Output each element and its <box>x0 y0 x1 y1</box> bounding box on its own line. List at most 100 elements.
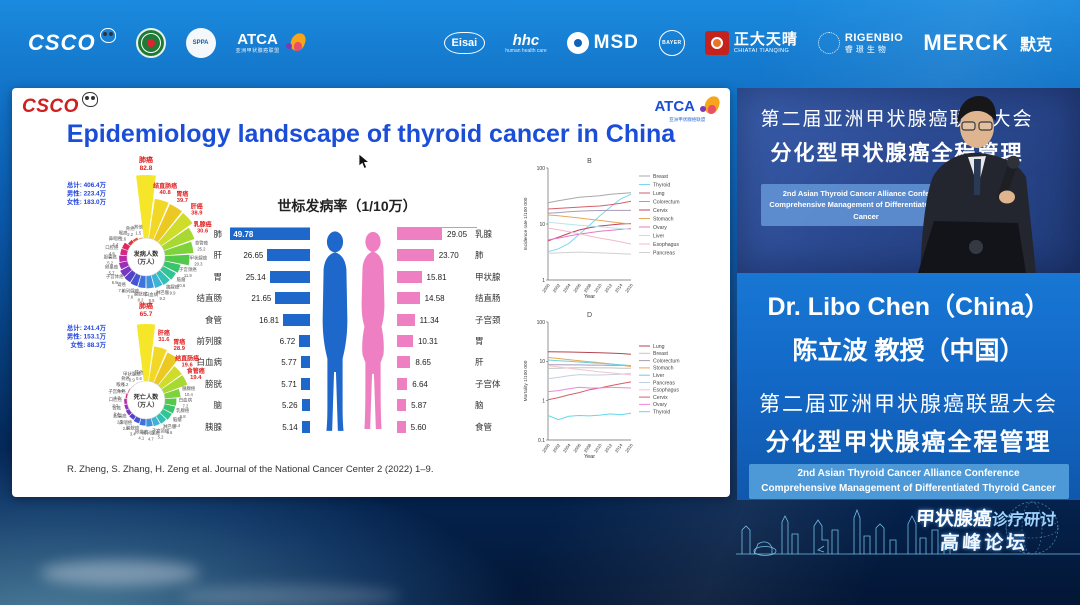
svg-text:82.8: 82.8 <box>140 165 153 172</box>
svg-text:口腔癌: 口腔癌 <box>105 244 119 251</box>
svg-text:6.8: 6.8 <box>180 414 186 419</box>
svg-text:口腔癌: 口腔癌 <box>109 396 123 403</box>
svg-text:结直肠癌: 结直肠癌 <box>153 182 177 190</box>
svg-text:Colorectum: Colorectum <box>653 358 680 364</box>
chiatai-logo-subtext: CHIATAI TIANQING <box>733 47 790 54</box>
chiatai-logo-text: 正大天晴 <box>733 30 798 48</box>
hair <box>957 96 997 123</box>
forum-line1: 甲状腺癌诊疗研讨 <box>890 508 1080 532</box>
male-bar-label: 肺 <box>213 229 222 239</box>
svg-text:淋巴瘤: 淋巴瘤 <box>156 289 170 296</box>
slide-title: Epidemiology landscape of thyroid cancer… <box>66 120 676 148</box>
trend-line-cervix <box>547 381 632 401</box>
svg-text:39.7: 39.7 <box>177 198 188 204</box>
svg-text:Esophagus: Esophagus <box>653 242 679 248</box>
top-logo-bar: CSCO SPPA ATCA 亚洲甲状腺癌联盟 Eisai hhc human h… <box>0 0 1080 86</box>
csco-logo-text: CSCO <box>28 30 96 55</box>
atca-logo-text: ATCA <box>237 31 278 48</box>
female-bar-value: 14.58 <box>424 294 445 304</box>
svg-text:20.3: 20.3 <box>194 262 203 267</box>
speaker-video-feed: 第二届亚洲甲状腺癌联盟大会 分化型甲状腺癌全程管理 2nd Asian Thyr… <box>737 88 1080 273</box>
merck-logo-subtext: 默克 <box>1019 37 1052 54</box>
trend-line-lung <box>547 351 632 355</box>
svg-text:Cervix: Cervix <box>653 208 668 214</box>
male-bar-label: 肝 <box>213 250 222 261</box>
svg-text:4.4: 4.4 <box>112 242 118 247</box>
svg-text:女性: 88.3万: 女性: 88.3万 <box>70 340 106 349</box>
msd-icon <box>566 32 589 54</box>
svg-text:Incidence rate 1/100 000: Incidence rate 1/100 000 <box>523 197 529 250</box>
svg-text:2004: 2004 <box>562 282 572 293</box>
forum-title: 甲状腺癌诊疗研讨 高峰论坛 <box>888 508 1080 556</box>
chiatai-icon <box>704 31 729 55</box>
trend-line-cervix <box>547 223 632 242</box>
svg-text:前列腺癌: 前列腺癌 <box>121 287 139 294</box>
trend-line-breast <box>547 192 632 204</box>
asir-bar-chart: 世标发病率（1/10万） 肺 49.78 肝 26.65 胃 25.14 结直肠 21.65 食… <box>142 196 502 456</box>
speaker-figure <box>918 96 1036 273</box>
sponsor-logos: Eisai hhc human health care MSD BAYER 正大天… <box>443 30 1052 56</box>
trend-line-thyroid <box>547 193 632 253</box>
svg-text:胰腺癌: 胰腺癌 <box>182 385 196 392</box>
msd-logo: MSD <box>566 32 639 54</box>
female-bar-value: 5.60 <box>410 422 427 432</box>
trend-line-liver <box>547 221 632 230</box>
svg-text:2.9: 2.9 <box>123 426 129 431</box>
svg-text:骨癌: 骨癌 <box>121 375 130 382</box>
male-bar-label: 脑 <box>213 400 222 411</box>
organizer-logos: CSCO SPPA ATCA 亚洲甲状腺癌联盟 <box>28 28 307 58</box>
svg-text:（万人）: （万人） <box>134 401 159 409</box>
svg-text:Colorectum: Colorectum <box>653 199 680 205</box>
svg-text:卵巢癌: 卵巢癌 <box>135 428 149 435</box>
male-bar-value: 21.65 <box>251 294 272 304</box>
trend-line-lung <box>547 200 632 210</box>
bayer-logo-text: BAYER <box>658 30 685 56</box>
trend-line-pancreas <box>547 373 632 380</box>
eisai-logo: Eisai <box>443 32 486 54</box>
svg-text:Year: Year <box>584 294 595 300</box>
rigenbio-logo-text: RIGENBIO <box>844 31 904 44</box>
svg-text:胰腺癌: 胰腺癌 <box>166 284 180 291</box>
svg-text:Ovary: Ovary <box>653 402 667 408</box>
svg-text:胃癌: 胃癌 <box>176 190 188 198</box>
svg-text:Lung: Lung <box>653 191 665 197</box>
svg-text:6.4: 6.4 <box>174 423 180 428</box>
svg-text:子宫体癌: 子宫体癌 <box>106 273 124 280</box>
female-bar-value: 23.70 <box>438 251 459 261</box>
svg-text:总计: 241.4万: 总计: 241.4万 <box>67 323 107 332</box>
svg-text:2012: 2012 <box>603 282 613 293</box>
svg-text:1.5: 1.5 <box>135 230 141 235</box>
merck-logo: MERCK 默克 <box>923 30 1052 56</box>
svg-text:总计: 406.4万: 总计: 406.4万 <box>67 180 107 189</box>
svg-text:Stomach: Stomach <box>653 216 674 222</box>
svg-text:肺癌: 肺癌 <box>139 301 153 310</box>
male-bar-label: 胰腺 <box>204 421 222 432</box>
slide-atca-text: ATCA <box>654 97 695 115</box>
cloud-decoration <box>180 585 400 605</box>
male-bar-label: 前列腺 <box>196 336 222 346</box>
svg-text:脑瘤: 脑瘤 <box>173 416 182 423</box>
panda-icon <box>81 92 98 107</box>
svg-text:30.6: 30.6 <box>197 229 209 235</box>
incidence-trend-chart: 1 10 100 2000 2002 2004 2006 2008 2010 2012 2014 20… <box>523 158 680 300</box>
sppa-logo: SPPA <box>185 28 216 58</box>
svg-text:乳腺癌: 乳腺癌 <box>176 407 190 414</box>
female-bar-value: 10.31 <box>417 337 438 346</box>
svg-text:19.4: 19.4 <box>190 375 202 381</box>
conference-en-line1: 2nd Asian Thyroid Cancer Alliance Confer… <box>797 468 1020 479</box>
slide-atca-logo: ATCA 亚洲甲状腺癌联盟 <box>654 94 721 123</box>
svg-text:子宫颈癌: 子宫颈癌 <box>179 266 197 273</box>
svg-text:发病人数: 发病人数 <box>133 250 160 258</box>
svg-text:7.8: 7.8 <box>127 294 133 299</box>
female-bar-label: 脑 <box>475 400 484 411</box>
glasses-right-lens <box>978 121 993 131</box>
svg-text:膀胱癌: 膀胱癌 <box>126 425 140 432</box>
svg-text:Thyroid: Thyroid <box>653 182 670 188</box>
svg-text:Liver: Liver <box>653 233 665 239</box>
svg-text:脑瘤: 脑瘤 <box>177 276 186 283</box>
rigenbio-icon <box>817 32 840 54</box>
trend-line-ovary <box>547 228 632 241</box>
svg-text:11.9: 11.9 <box>184 273 193 278</box>
female-bar <box>397 228 443 240</box>
svg-text:10: 10 <box>539 222 545 228</box>
